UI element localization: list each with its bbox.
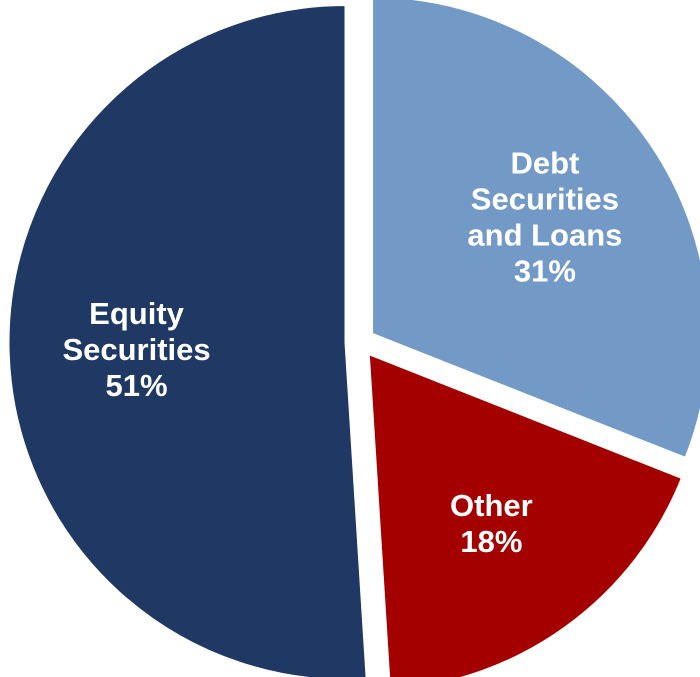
slice-category-label: Securities <box>62 332 210 367</box>
slice-label: Other 18% <box>450 488 533 559</box>
slice-category-label: Equity <box>89 296 184 331</box>
slice-label: Equity Securities 51% <box>62 296 210 403</box>
slice-value-label: 31% <box>514 253 576 288</box>
slice-category-label: Securities <box>471 181 619 216</box>
slice-labels: Debt Securities and Loans 31%Other 18%Equity… <box>62 145 622 559</box>
slice-value-label: 51% <box>106 368 168 403</box>
pie-slice-other <box>366 351 685 677</box>
slice-category-label: and Loans <box>467 217 622 252</box>
pie-slice-debt-securities-and-loans <box>370 0 700 461</box>
pie-slices <box>6 0 700 677</box>
slice-category-label: Other <box>450 488 533 523</box>
slice-category-label: Debt <box>510 145 579 180</box>
slice-label: Debt Securities and Loans 31% <box>467 145 622 288</box>
slice-value-label: 18% <box>460 524 522 559</box>
pie-slice-equity-securities <box>6 2 369 677</box>
